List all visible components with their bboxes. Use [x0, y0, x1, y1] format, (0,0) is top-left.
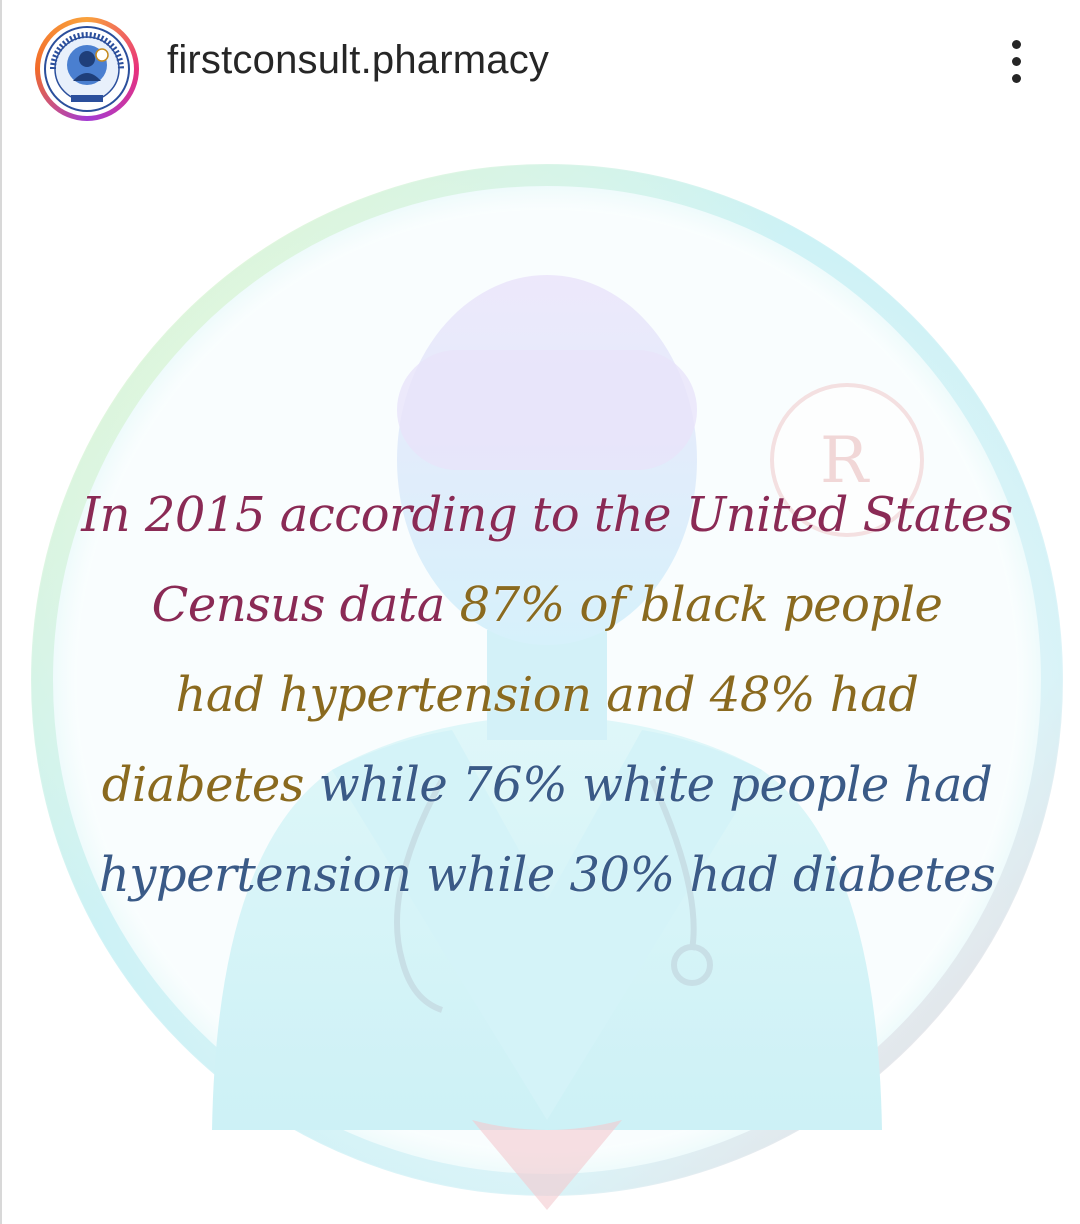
doctor-silhouette-icon: R	[31, 164, 1063, 1210]
post-image[interactable]: R In 2015 according to the United States…	[2, 130, 1080, 1224]
pharmacy-logo-icon	[44, 26, 130, 112]
profile-avatar[interactable]	[35, 17, 139, 121]
caption-line-3: had hypertension and 48% had	[175, 667, 919, 723]
more-vertical-icon	[1011, 40, 1021, 49]
caption-line-2: Census data 87% of black people	[151, 577, 943, 633]
caption-line-5: hypertension while 30% had diabetes	[98, 847, 996, 903]
caption-line-4: diabetes while 76% white people had	[101, 757, 993, 813]
username-link[interactable]: firstconsult.pharmacy	[167, 38, 550, 82]
more-options-button[interactable]	[998, 36, 1034, 90]
post-header: firstconsult.pharmacy	[2, 0, 1080, 130]
post-caption-text: In 2015 according to the United States C…	[42, 470, 1052, 920]
svg-text:R: R	[820, 424, 870, 498]
caption-line-1: In 2015 according to the United States	[81, 487, 1013, 543]
